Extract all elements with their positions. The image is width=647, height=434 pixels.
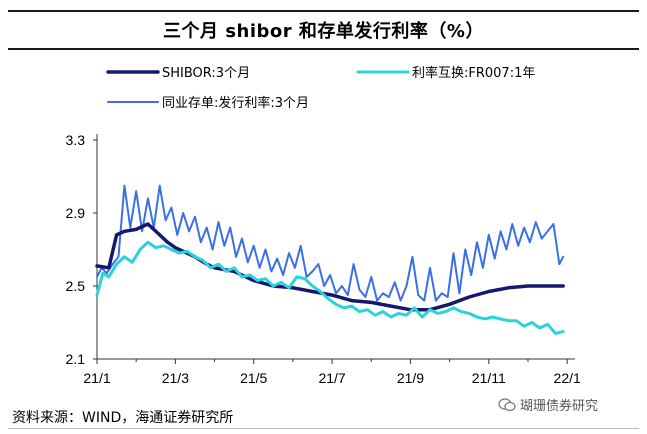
- x-tick-label: 22/1: [554, 370, 581, 386]
- x-tick-label: 21/11: [472, 370, 506, 386]
- watermark-text: 瑚珊债券研究: [520, 399, 599, 414]
- x-tick-label: 21/1: [83, 370, 110, 386]
- y-tick-label: 2.9: [66, 205, 86, 221]
- line-chart: 2.1 2.5 2.9 3.3 21/1 21/3 21/5 21/7 21/9 21/11 22/…: [66, 65, 581, 386]
- bottom-rule: [8, 428, 639, 429]
- series-line-3: [96, 184, 565, 302]
- legend-label-1: SHIBOR:3个月: [162, 66, 250, 81]
- x-tick-label: 21/3: [162, 370, 189, 386]
- series-line-1: [95, 222, 565, 312]
- x-tick-label: 21/5: [240, 370, 267, 386]
- legend-label-3: 同业存单:发行利率:3个月: [162, 95, 309, 111]
- x-tick-label: 21/9: [397, 370, 424, 386]
- source-note: 资料来源：WIND，海通证券研究所: [12, 410, 234, 426]
- x-tick-label: 21/7: [318, 370, 345, 386]
- y-tick-label: 3.3: [66, 132, 86, 148]
- series-line-2: [95, 240, 565, 335]
- y-tick-label: 2.1: [66, 351, 86, 367]
- wechat-icon: [498, 397, 516, 411]
- watermark: 瑚珊债券研究: [498, 395, 598, 414]
- legend-label-2: 利率互换:FR007:1年: [412, 65, 535, 81]
- chart-title: 三个月 shibor 和存单发行利率（%）: [163, 21, 484, 42]
- chart-title-band: 三个月 shibor 和存单发行利率（%）: [8, 10, 639, 50]
- y-tick-label: 2.5: [66, 278, 86, 294]
